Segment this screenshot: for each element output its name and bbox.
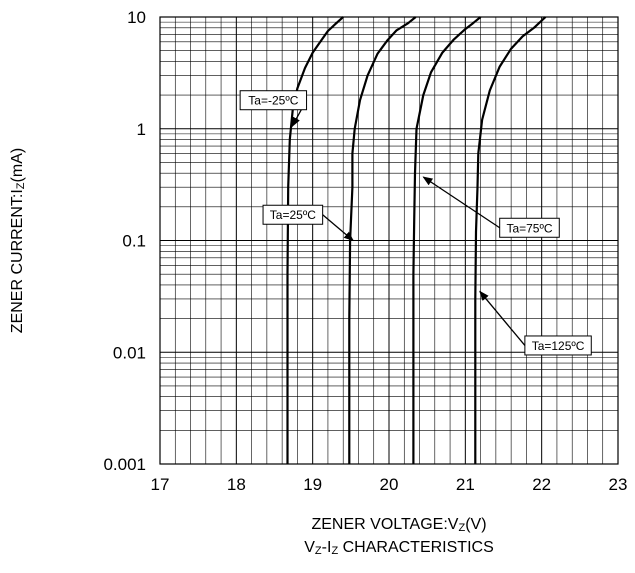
callout-label: Ta=125ºC <box>532 339 585 353</box>
tick-labels: 17 18 19 20 21 22 23 0.001 0.01 0.1 1 10 <box>103 8 627 494</box>
callout-box <box>524 335 592 356</box>
callout-label: Ta=75ºC <box>506 221 552 235</box>
callout-box <box>499 217 560 238</box>
caption-v-sub: Z <box>315 545 322 557</box>
callout-arrow <box>479 290 526 346</box>
x-axis-title-unit: (V) <box>465 516 486 533</box>
y-axis-title-sub: Z <box>15 182 27 189</box>
callout-box <box>262 204 324 225</box>
x-tick-label: 17 <box>151 475 170 494</box>
series-line-2 <box>412 16 482 464</box>
x-axis-title: ZENER VOLTAGE:VZ(V) <box>311 516 486 534</box>
grid <box>159 17 619 465</box>
callout-2: Ta=75ºC <box>422 176 560 238</box>
series-layer <box>286 16 547 464</box>
y-axis-title-unit: (mA) <box>9 148 26 183</box>
annotation-layer: Ta=-25ºC Ta=25ºC Ta=75ºC Ta=125ºC <box>239 90 592 356</box>
caption-i-sub: Z <box>331 545 338 557</box>
y-tick-label: 0.1 <box>122 232 146 251</box>
x-axis-title-text: ZENER VOLTAGE:V <box>311 516 458 533</box>
callout-0: Ta=-25ºC <box>239 90 308 128</box>
callout-label: Ta=-25ºC <box>248 94 298 108</box>
y-axis-title-text: ZENER CURRENT:I <box>9 189 26 333</box>
series-line-0 <box>286 16 344 464</box>
x-tick-label: 21 <box>456 475 475 494</box>
series-line-3 <box>474 16 547 464</box>
y-tick-label: 0.001 <box>103 455 146 474</box>
y-tick-label: 10 <box>127 8 146 27</box>
caption-rest: CHARACTERISTICS <box>338 539 494 556</box>
callout-label: Ta=25ºC <box>270 208 316 222</box>
callout-1: Ta=25ºC <box>262 204 354 242</box>
caption-dash: -I <box>322 539 332 556</box>
callout-3: Ta=125ºC <box>479 290 592 356</box>
y-tick-label: 1 <box>137 120 146 139</box>
svg-text:ZENER CURRENT:IZ(mA): ZENER CURRENT:IZ(mA) <box>9 148 27 333</box>
x-tick-label: 19 <box>303 475 322 494</box>
y-axis-title: ZENER CURRENT:IZ(mA) <box>9 148 27 333</box>
callout-arrow <box>422 176 501 229</box>
y-tick-label: 0.01 <box>113 343 146 362</box>
chart-caption: VZ-IZ CHARACTERISTICS <box>304 539 494 557</box>
x-axis-title-sub: Z <box>458 522 465 534</box>
plot-frame <box>159 16 619 465</box>
callout-box <box>239 90 308 111</box>
callout-arrow <box>322 214 354 242</box>
x-tick-label: 18 <box>227 475 246 494</box>
caption-v: V <box>304 539 315 556</box>
x-tick-label: 22 <box>532 475 551 494</box>
x-tick-label: 20 <box>380 475 399 494</box>
x-tick-label: 23 <box>609 475 628 494</box>
